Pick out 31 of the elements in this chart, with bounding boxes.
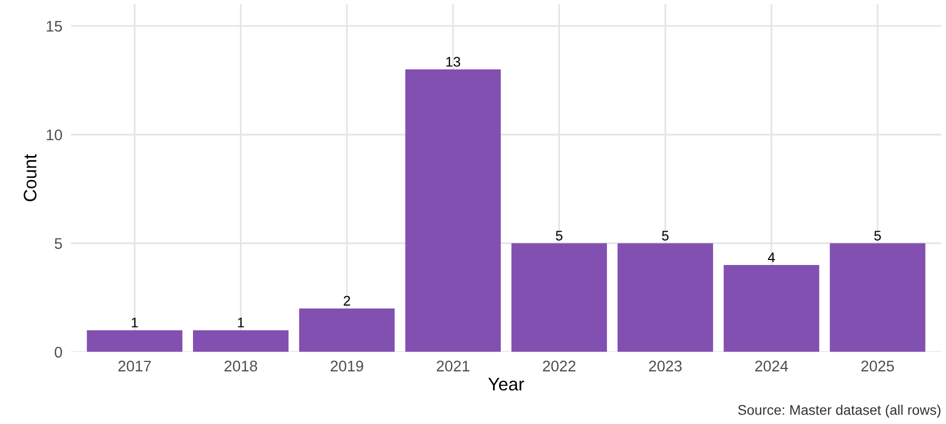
source-note: Source: Master dataset (all rows) <box>738 404 940 418</box>
y-tick-label: 5 <box>54 238 62 249</box>
data-label: 13 <box>446 56 460 67</box>
bar <box>511 243 607 352</box>
x-tick-label: 2017 <box>118 360 151 372</box>
x-tick-label: 2022 <box>542 360 576 372</box>
data-label: 1 <box>238 318 244 328</box>
x-axis-title: Year <box>488 378 524 391</box>
bar <box>724 265 820 352</box>
y-tick-label: 10 <box>46 129 62 140</box>
data-label: 4 <box>768 252 775 262</box>
x-tick-label: 2025 <box>861 360 894 372</box>
bar <box>618 243 714 352</box>
x-tick-label: 2019 <box>330 360 364 372</box>
data-label: 5 <box>556 230 562 241</box>
x-tick-label: 2023 <box>649 360 682 372</box>
x-tick-label: 2024 <box>755 360 788 372</box>
data-label: 2 <box>344 296 350 306</box>
y-tick-label: 0 <box>54 346 62 358</box>
y-axis-title: Count <box>24 154 36 202</box>
data-label: 1 <box>132 318 138 328</box>
bar <box>405 69 501 352</box>
bar <box>299 308 395 352</box>
data-label: 5 <box>874 230 881 241</box>
x-tick-label: 2021 <box>436 360 470 372</box>
x-tick-label: 2018 <box>224 360 258 372</box>
data-label: 5 <box>662 230 669 241</box>
bar <box>86 330 182 352</box>
bar <box>193 330 289 352</box>
bar <box>830 243 926 352</box>
y-tick-label: 15 <box>46 20 62 32</box>
